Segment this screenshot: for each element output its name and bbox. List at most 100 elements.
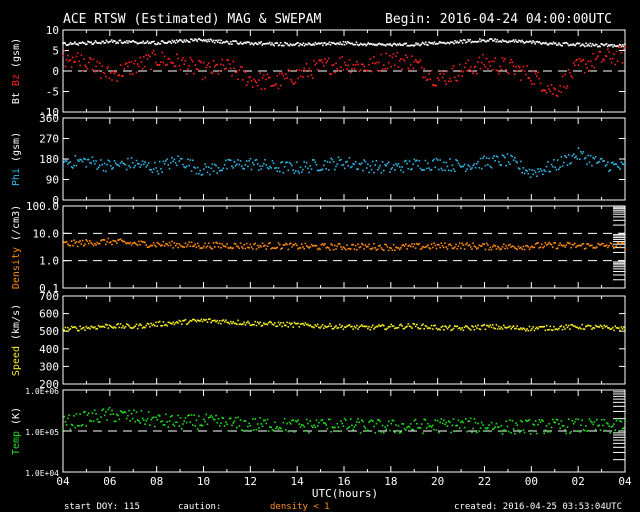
data-point bbox=[108, 241, 111, 244]
data-point bbox=[607, 44, 610, 46]
data-point bbox=[603, 160, 605, 162]
data-point bbox=[231, 322, 233, 325]
data-point bbox=[466, 325, 468, 328]
data-point bbox=[193, 245, 195, 247]
data-point bbox=[206, 321, 209, 323]
series-bt bbox=[62, 37, 626, 48]
data-point bbox=[343, 61, 346, 64]
data-point bbox=[361, 43, 363, 46]
data-point bbox=[518, 66, 521, 69]
data-point bbox=[245, 160, 248, 162]
data-point bbox=[488, 61, 490, 63]
data-point bbox=[510, 328, 512, 330]
data-point bbox=[183, 39, 186, 41]
data-point bbox=[529, 246, 532, 249]
data-point bbox=[385, 43, 388, 46]
data-point bbox=[109, 165, 112, 167]
data-point bbox=[569, 72, 571, 74]
data-point bbox=[147, 411, 150, 413]
data-point bbox=[338, 159, 341, 162]
data-point bbox=[596, 418, 598, 421]
data-point bbox=[460, 40, 463, 42]
data-point bbox=[73, 164, 75, 167]
data-point bbox=[444, 42, 447, 45]
data-point bbox=[439, 41, 441, 43]
data-point bbox=[272, 429, 275, 432]
data-point bbox=[146, 246, 149, 249]
data-point bbox=[276, 425, 279, 428]
data-point bbox=[125, 41, 127, 44]
data-point bbox=[353, 163, 356, 166]
data-point bbox=[452, 247, 455, 250]
data-point bbox=[498, 72, 500, 75]
data-point bbox=[564, 429, 566, 431]
data-point bbox=[534, 420, 537, 422]
data-point bbox=[414, 247, 417, 249]
data-point bbox=[106, 40, 109, 43]
data-point bbox=[506, 326, 509, 329]
data-point bbox=[381, 161, 384, 163]
data-point bbox=[585, 247, 587, 250]
data-point bbox=[110, 39, 113, 41]
data-point bbox=[278, 426, 281, 429]
data-point bbox=[592, 44, 595, 46]
data-point bbox=[179, 39, 181, 41]
data-point bbox=[280, 161, 282, 164]
data-point bbox=[348, 59, 351, 61]
data-point bbox=[238, 163, 241, 166]
data-point bbox=[515, 247, 517, 250]
data-point bbox=[340, 326, 342, 329]
data-point bbox=[299, 247, 302, 249]
data-point bbox=[251, 86, 254, 88]
data-point bbox=[505, 40, 507, 42]
data-point bbox=[221, 58, 223, 61]
data-point bbox=[237, 159, 239, 161]
data-point bbox=[140, 240, 143, 243]
data-point bbox=[109, 72, 112, 74]
data-point bbox=[280, 84, 282, 87]
data-point bbox=[478, 430, 481, 432]
data-point bbox=[577, 244, 580, 247]
data-point bbox=[386, 246, 389, 248]
data-point bbox=[442, 161, 445, 164]
data-point bbox=[220, 63, 222, 66]
data-point bbox=[353, 426, 356, 428]
data-point bbox=[403, 245, 406, 247]
data-point bbox=[233, 161, 236, 163]
data-point bbox=[487, 427, 489, 429]
data-point bbox=[200, 174, 203, 176]
data-point bbox=[384, 163, 386, 166]
data-point bbox=[616, 418, 619, 420]
data-point bbox=[386, 67, 389, 70]
data-point bbox=[362, 169, 364, 172]
data-point bbox=[342, 40, 345, 43]
data-point bbox=[615, 327, 618, 329]
data-point bbox=[220, 39, 222, 42]
data-point bbox=[462, 329, 465, 332]
data-point bbox=[144, 326, 146, 329]
data-point bbox=[581, 323, 583, 326]
x-tick-label: 08 bbox=[150, 475, 163, 488]
data-point bbox=[365, 167, 368, 169]
data-point bbox=[300, 171, 303, 173]
data-point bbox=[611, 57, 614, 60]
data-point bbox=[118, 165, 121, 167]
phi-y-axis-label: Phi (gsm) bbox=[11, 132, 22, 186]
data-point bbox=[330, 41, 333, 44]
data-point bbox=[93, 41, 96, 44]
data-point bbox=[286, 42, 288, 45]
data-point bbox=[593, 44, 596, 47]
data-point bbox=[528, 77, 531, 79]
data-point bbox=[566, 42, 569, 45]
data-point bbox=[138, 65, 140, 68]
data-point bbox=[161, 51, 163, 54]
data-point bbox=[603, 44, 606, 47]
data-point bbox=[467, 59, 470, 62]
data-point bbox=[79, 413, 81, 415]
data-point bbox=[315, 325, 318, 328]
data-point bbox=[370, 419, 373, 421]
data-point bbox=[359, 325, 362, 327]
data-point bbox=[545, 425, 548, 427]
data-point bbox=[108, 324, 111, 327]
data-point bbox=[176, 53, 178, 56]
